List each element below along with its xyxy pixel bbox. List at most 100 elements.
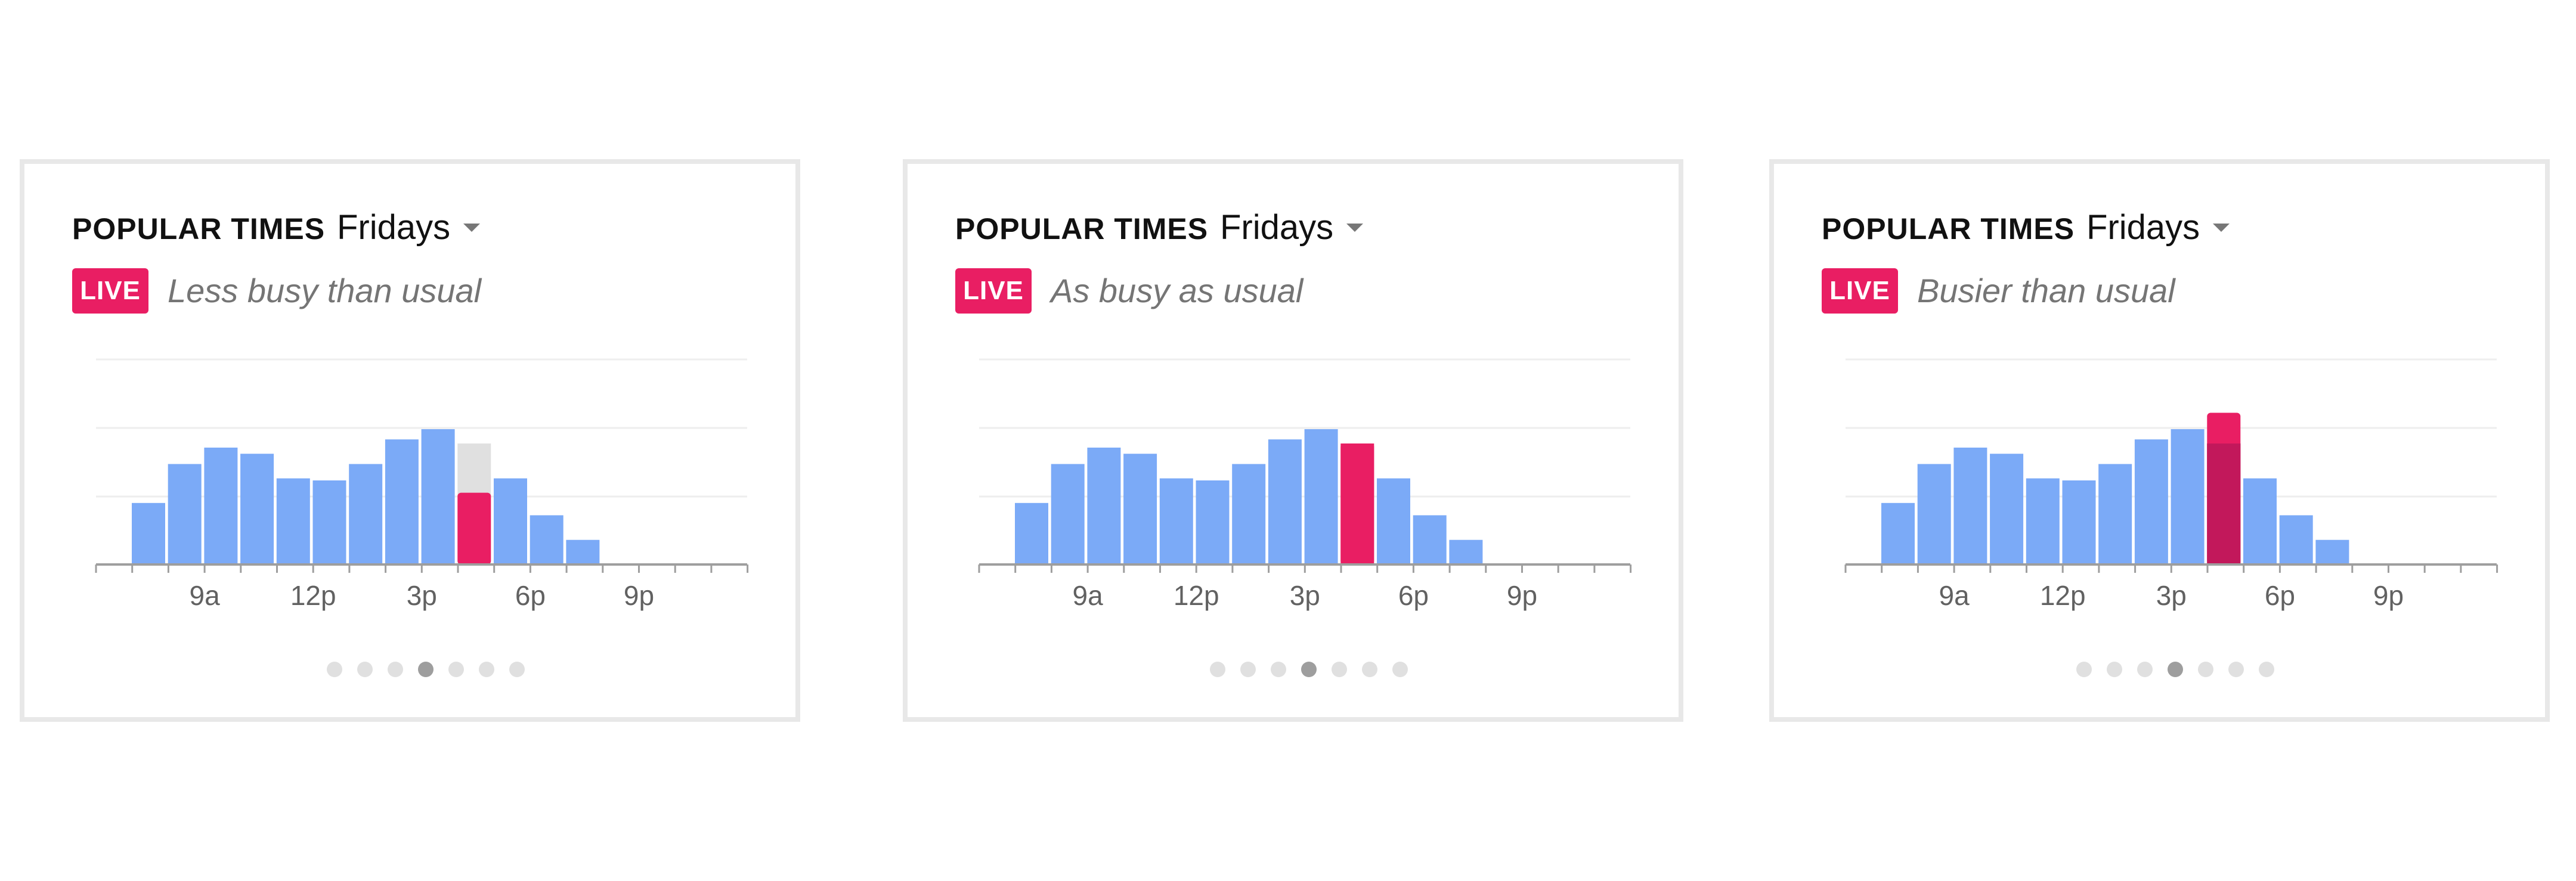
bar	[1196, 480, 1230, 564]
pager-dot	[2076, 662, 2092, 677]
bar	[1087, 447, 1121, 564]
x-tick-label: 6p	[2265, 580, 2295, 611]
bar	[168, 464, 202, 564]
pager-dot	[2107, 662, 2122, 677]
popular-times-chart: 9a 12p 3p 6p 9p	[1844, 358, 2498, 611]
x-tick-label: 9p	[2373, 580, 2404, 611]
pager-dot	[1392, 662, 1408, 677]
bar	[2243, 478, 2277, 564]
bar	[312, 480, 346, 564]
x-tick-label: 12p	[2040, 580, 2086, 611]
pager-dot	[357, 662, 373, 677]
x-tick-label: 9p	[1507, 580, 1537, 611]
popular-times-card: POPULAR TIMES Fridays LIVE As busy as us…	[903, 159, 1683, 722]
pager-dot-active	[2168, 662, 2183, 677]
x-tick-label: 3p	[2156, 580, 2187, 611]
x-tick-label: 12p	[290, 580, 336, 611]
popular-times-title: POPULAR TIMES	[955, 212, 1209, 246]
x-tick-label: 3p	[1290, 580, 1320, 611]
bar	[1917, 464, 1951, 564]
pager-dot	[2259, 662, 2274, 677]
pager-dot	[1210, 662, 1225, 677]
live-badge: LIVE	[72, 268, 148, 314]
pager-dot-active	[1301, 662, 1317, 677]
pager-dot	[479, 662, 494, 677]
x-tick-label: 9p	[624, 580, 654, 611]
bar	[1015, 502, 1048, 564]
live-badge: LIVE	[1822, 268, 1898, 314]
live-status-text: As busy as usual	[1051, 272, 1304, 309]
popular-times-chart: 9a 12p 3p 6p 9p	[978, 358, 1632, 611]
bar	[2315, 539, 2349, 564]
bar	[1413, 515, 1447, 564]
pager-dot	[388, 662, 403, 677]
bar	[566, 539, 600, 564]
bar	[1159, 478, 1193, 564]
pager-dot-active	[418, 662, 434, 677]
live-status-text: Busier than usual	[1917, 272, 2175, 309]
bar	[2098, 464, 2132, 564]
bar	[494, 478, 527, 564]
chevron-down-icon	[463, 223, 481, 232]
day-selector-label: Fridays	[337, 208, 451, 247]
pager-dot	[1362, 662, 1377, 677]
pager-dot	[509, 662, 525, 677]
bar	[421, 429, 455, 564]
pager-dot	[1332, 662, 1347, 677]
bar	[2026, 478, 2060, 564]
popular-times-title: POPULAR TIMES	[1822, 212, 2075, 246]
x-tick-label: 12p	[1174, 580, 1219, 611]
x-tick-label: 9a	[1939, 580, 1970, 611]
pager-dot	[448, 662, 464, 677]
popular-times-title: POPULAR TIMES	[72, 212, 326, 246]
day-selector[interactable]: Fridays	[2086, 207, 2230, 247]
bar	[276, 478, 310, 564]
live-status-text: Less busy than usual	[168, 272, 482, 309]
bar	[1449, 539, 1483, 564]
bar	[349, 464, 383, 564]
bar	[204, 447, 238, 564]
pager-dots	[327, 662, 525, 677]
bar	[1232, 464, 1266, 564]
popular-times-card: POPULAR TIMES Fridays LIVE Busier than u…	[1769, 159, 2550, 722]
bar	[385, 439, 419, 564]
bar-usual-overlay	[2207, 443, 2241, 564]
x-tick-label: 6p	[515, 580, 546, 611]
bar	[1268, 439, 1302, 564]
day-selector-label: Fridays	[1220, 208, 1334, 247]
pager-dot	[1240, 662, 1256, 677]
bar	[2171, 429, 2205, 564]
chevron-down-icon	[1346, 223, 1364, 232]
x-tick-label: 3p	[407, 580, 437, 611]
bar	[132, 502, 165, 564]
bar	[2062, 480, 2096, 564]
bar-live	[457, 492, 491, 564]
popular-times-chart: 9a 12p 3p 6p 9p	[95, 358, 749, 611]
bar	[1881, 502, 1915, 564]
x-tick-label: 9a	[1073, 580, 1104, 611]
bar	[1990, 454, 2024, 564]
bar	[2279, 515, 2313, 564]
day-selector[interactable]: Fridays	[337, 207, 481, 247]
day-selector[interactable]: Fridays	[1220, 207, 1364, 247]
bar	[240, 454, 274, 564]
pager-dot	[2228, 662, 2244, 677]
x-tick-label: 6p	[1398, 580, 1429, 611]
pager-dots	[1210, 662, 1408, 677]
day-selector-label: Fridays	[2086, 208, 2200, 247]
bar	[1123, 454, 1157, 564]
pager-dot	[1271, 662, 1286, 677]
bar-live	[1340, 443, 1374, 564]
bar	[2134, 439, 2168, 564]
pager-dot	[2137, 662, 2153, 677]
bar	[1377, 478, 1410, 564]
bar	[1304, 429, 1338, 564]
pager-dot	[2198, 662, 2213, 677]
live-badge: LIVE	[955, 268, 1032, 314]
bar	[530, 515, 564, 564]
x-tick-label: 9a	[190, 580, 221, 611]
chevron-down-icon	[2213, 223, 2230, 232]
pager-dot	[327, 662, 342, 677]
bar	[1953, 447, 1987, 564]
popular-times-card: POPULAR TIMES Fridays LIVE Less busy tha…	[20, 159, 800, 722]
